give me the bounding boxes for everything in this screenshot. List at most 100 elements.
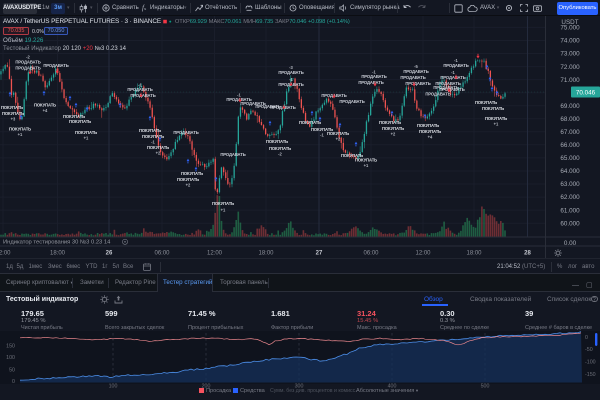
svg-text:-1: -1	[237, 93, 241, 98]
svg-text:100: 100	[109, 384, 118, 390]
svg-text:ПОКУПАТЬ: ПОКУПАТЬ	[1, 105, 23, 110]
svg-text:12:00: 12:00	[0, 251, 11, 257]
svg-text:100: 100	[6, 355, 15, 361]
svg-text:66.000: 66.000	[560, 142, 580, 149]
svg-text:ПРОДАВАТЬ: ПРОДАВАТЬ	[435, 81, 460, 86]
svg-text:+1: +1	[18, 132, 23, 137]
svg-text:-1: -1	[372, 70, 376, 75]
svg-text:ПОКУПАТЬ: ПОКУПАТЬ	[2, 111, 24, 116]
svg-text:ПОКУПАТЬ: ПОКУПАТЬ	[379, 120, 401, 125]
svg-text:72.000: 72.000	[560, 64, 580, 71]
svg-text:ПОКУПАТЬ: ПОКУПАТЬ	[355, 158, 377, 163]
svg-text:USDT: USDT	[561, 19, 578, 26]
svg-text:+4: +4	[43, 108, 48, 113]
svg-text:ПРОДАВАТЬ: ПРОДАВАТЬ	[425, 92, 450, 97]
svg-text:75.000: 75.000	[560, 25, 580, 32]
svg-text:27: 27	[316, 251, 323, 257]
svg-text:ПОКУПАТЬ: ПОКУПАТЬ	[311, 127, 333, 132]
svg-text:ПРОДАВАТЬ: ПРОДАВАТЬ	[15, 66, 40, 71]
svg-text:63.000: 63.000	[560, 181, 580, 188]
svg-text:65.000: 65.000	[560, 155, 580, 162]
svg-text:-100: -100	[585, 360, 596, 366]
svg-text:50: 50	[9, 368, 15, 374]
svg-text:ПОКУПАТЬ: ПОКУПАТЬ	[417, 123, 439, 128]
svg-text:ПРОДАВАТЬ: ПРОДАВАТЬ	[439, 87, 464, 92]
svg-text:06:00: 06:00	[154, 251, 170, 257]
svg-text:ПОКУПАТЬ: ПОКУПАТЬ	[147, 145, 169, 150]
svg-text:0: 0	[585, 335, 588, 341]
svg-text:ПРОДАВАТЬ: ПРОДАВАТЬ	[361, 74, 386, 79]
svg-text:+1: +1	[84, 136, 89, 141]
svg-text:12:00: 12:00	[415, 251, 431, 257]
svg-text:ПРОДАВАТЬ: ПРОДАВАТЬ	[400, 75, 425, 80]
svg-text:400: 400	[388, 384, 397, 390]
svg-text:-1: -1	[289, 77, 293, 82]
svg-text:61.000: 61.000	[560, 207, 580, 214]
svg-text:73.000: 73.000	[560, 51, 580, 58]
svg-text:-1: -1	[454, 58, 458, 63]
svg-text:ПОКУПАТЬ: ПОКУПАТЬ	[269, 146, 291, 151]
svg-text:-2: -2	[278, 152, 282, 157]
svg-text:-1: -1	[138, 83, 142, 88]
svg-text:26: 26	[106, 251, 113, 257]
svg-text:ПОКУПАТЬ: ПОКУПАТЬ	[181, 171, 203, 176]
svg-text:-5: -5	[414, 64, 418, 69]
svg-text:ПОКУПАТЬ: ПОКУПАТЬ	[212, 201, 234, 206]
svg-text:500: 500	[481, 384, 490, 390]
svg-text:ПОКУПАТЬ: ПОКУПАТЬ	[9, 127, 31, 132]
svg-text:ПРОДАВАТЬ: ПРОДАВАТЬ	[433, 85, 458, 90]
svg-text:74.000: 74.000	[560, 38, 580, 45]
svg-text:ПРОДАВАТЬ: ПРОДАВАТЬ	[339, 99, 364, 104]
svg-text:ПОКУПАТЬ: ПОКУПАТЬ	[75, 130, 97, 135]
svg-text:ПОКУПАТЬ: ПОКУПАТЬ	[419, 129, 441, 134]
svg-text:ПРОДАВАТЬ: ПРОДАВАТЬ	[358, 80, 383, 85]
svg-text:18:00: 18:00	[466, 251, 482, 257]
svg-text:ПРОДАВАТЬ: ПРОДАВАТЬ	[226, 97, 251, 102]
svg-text:ПРОДАВАТЬ: ПРОДАВАТЬ	[405, 81, 430, 86]
svg-text:-50: -50	[585, 347, 593, 353]
svg-text:ПРОДАВАТЬ: ПРОДАВАТЬ	[173, 130, 198, 135]
svg-text:ПОКУПАТЬ: ПОКУПАТЬ	[341, 153, 363, 158]
svg-text:-1: -1	[151, 140, 155, 145]
svg-text:+2: +2	[156, 151, 161, 156]
svg-text:ПОКУПАТЬ: ПОКУПАТЬ	[475, 100, 497, 105]
svg-text:ПОКУПАТЬ: ПОКУПАТЬ	[139, 128, 161, 133]
svg-text:-3: -3	[289, 65, 293, 70]
svg-text:ПРОДАВАТЬ: ПРОДАВАТЬ	[443, 63, 468, 68]
svg-text:+1: +1	[364, 163, 369, 168]
svg-text:200: 200	[202, 384, 211, 390]
svg-text:12:00: 12:00	[207, 251, 223, 257]
svg-text:62.000: 62.000	[560, 194, 580, 201]
svg-text:0: 0	[12, 379, 15, 385]
svg-text:ПОКУПАТЬ: ПОКУПАТЬ	[299, 120, 321, 125]
svg-text:64.000: 64.000	[560, 168, 580, 175]
svg-text:ПОКУПАТЬ: ПОКУПАТЬ	[69, 119, 91, 124]
svg-text:+1: +1	[221, 208, 226, 213]
svg-text:+4: +4	[428, 135, 433, 140]
svg-text:ПОКУПАТЬ: ПОКУПАТЬ	[34, 103, 56, 108]
svg-text:ПРОДАВАТЬ: ПРОДАВАТЬ	[240, 101, 265, 106]
svg-text:+2: +2	[186, 183, 191, 188]
svg-text:Индикатор тестирования 30 №3 0: Индикатор тестирования 30 №3 0.23 14	[3, 240, 111, 246]
svg-text:ПРОДАВАТЬ: ПРОДАВАТЬ	[130, 93, 155, 98]
svg-text:0.00: 0.00	[564, 240, 577, 247]
svg-text:+2: +2	[336, 137, 341, 142]
svg-text:+2: +2	[391, 132, 396, 137]
svg-text:ПОКУПАТЬ: ПОКУПАТЬ	[382, 126, 404, 131]
svg-text:-150: -150	[585, 372, 596, 378]
svg-text:69.000: 69.000	[560, 103, 580, 110]
svg-text:18:00: 18:00	[258, 251, 274, 257]
svg-text:67.000: 67.000	[560, 129, 580, 136]
svg-text:ПОКУПАТЬ: ПОКУПАТЬ	[485, 116, 507, 121]
svg-text:ПОКУПАТЬ: ПОКУПАТЬ	[266, 139, 288, 144]
svg-text:ПОКУПАТЬ: ПОКУПАТЬ	[482, 106, 504, 111]
svg-text:ПРОДАВАТЬ: ПРОДАВАТЬ	[403, 69, 428, 74]
svg-text:ПОКУПАТЬ: ПОКУПАТЬ	[63, 114, 85, 119]
svg-text:ПРОДАВАТЬ: ПРОДАВАТЬ	[220, 152, 245, 157]
svg-text:+3: +3	[11, 117, 16, 122]
svg-text:68.000: 68.000	[560, 116, 580, 123]
svg-text:ПРОДАВАТЬ: ПРОДАВАТЬ	[15, 60, 40, 65]
svg-text:ПРОДАВАТЬ: ПРОДАВАТЬ	[127, 87, 152, 92]
svg-text:ПОКУПАТЬ: ПОКУПАТЬ	[327, 131, 349, 136]
svg-text:-2: -2	[26, 55, 30, 60]
